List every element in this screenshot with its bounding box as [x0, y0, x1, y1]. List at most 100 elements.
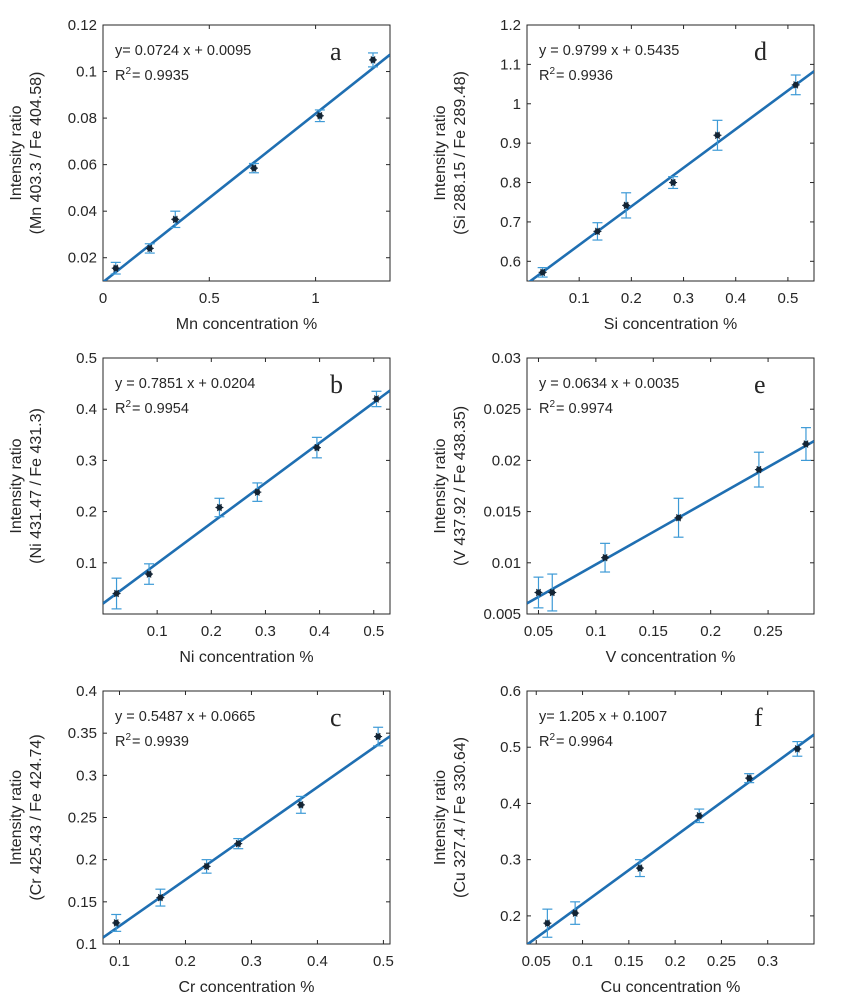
data-point — [621, 192, 632, 219]
x-tick-label: 0.4 — [309, 623, 330, 640]
y-axis-label-line1: Intensity ratio — [8, 438, 25, 533]
y-tick-label: 0.8 — [500, 175, 521, 192]
data-point — [367, 52, 378, 68]
data-point — [371, 390, 382, 408]
y-tick-label: 0.2 — [76, 852, 97, 869]
x-tick-label: 0.1 — [572, 953, 593, 970]
data-point — [542, 908, 553, 938]
y-tick-label: 0.35 — [68, 725, 97, 742]
r-squared: R2= 0.9935 — [115, 66, 189, 84]
y-tick-label: 0.1 — [76, 64, 97, 81]
panel-letter: c — [330, 703, 342, 732]
y-tick-label: 0.15 — [68, 894, 97, 911]
axes-frame — [526, 24, 815, 282]
r2-sup: 2 — [549, 732, 555, 743]
data-point — [547, 573, 558, 612]
point-marker-stroke — [114, 589, 120, 598]
r-squared: R2= 0.9939 — [115, 732, 189, 750]
x-tick-label: 0.2 — [621, 290, 642, 307]
y-tick-label: 0.4 — [76, 683, 97, 700]
panel-letter: b — [330, 370, 343, 399]
y-tick-label: 0.6 — [500, 683, 521, 700]
y-tick-label: 0.3 — [76, 452, 97, 469]
x-tick-label: 0.3 — [241, 953, 262, 970]
y-tick-label: 0.5 — [76, 350, 97, 367]
point-marker-stroke — [317, 112, 323, 120]
r2-prefix: R — [539, 68, 549, 84]
y-tick-label: 0.06 — [68, 157, 97, 174]
point-marker-stroke — [794, 745, 800, 753]
x-tick-label: 0.25 — [707, 953, 736, 970]
x-axis-label: V concentration % — [606, 649, 736, 666]
r2-prefix: R — [115, 68, 125, 84]
data-point — [673, 497, 684, 538]
data-point — [592, 222, 603, 241]
fit-equation: y= 1.205 x + 0.1007 — [539, 709, 667, 725]
y-tick-label: 0.9 — [500, 135, 521, 152]
point-marker-stroke — [544, 919, 550, 927]
point-marker-stroke — [549, 588, 555, 597]
x-tick-label: 0.3 — [757, 953, 778, 970]
y-tick-label: 0.6 — [500, 253, 521, 270]
point-marker-stroke — [756, 465, 762, 474]
data-point — [248, 162, 259, 174]
point-marker-stroke — [602, 553, 608, 562]
panel-f: 0.05 0.1 0.15 0.2 0.25 0.3 0.2 0.3 0.4 0.5 0.6 y= 1… — [432, 683, 815, 996]
r2-value: = 0.9935 — [132, 68, 189, 84]
x-tick-label: 0.1 — [109, 953, 130, 970]
data-point — [110, 261, 121, 275]
data-point — [170, 210, 181, 229]
r2-prefix: R — [115, 401, 125, 417]
data-point — [634, 859, 645, 878]
data-point — [792, 740, 803, 757]
axes-frame — [102, 24, 391, 282]
point-marker-stroke — [540, 268, 546, 277]
panel-d: 0.1 0.2 0.3 0.4 0.5 0.6 0.7 0.8 0.9 1 1.1 1.2 y = 0.… — [432, 17, 815, 333]
point-marker-stroke — [594, 227, 600, 236]
r2-prefix: R — [539, 734, 549, 750]
r-squared: R2= 0.9974 — [539, 399, 613, 417]
point-marker-stroke — [623, 201, 629, 210]
point-marker-stroke — [375, 732, 381, 741]
y-tick-label: 0.02 — [492, 452, 521, 469]
point-marker-stroke — [793, 81, 799, 89]
data-point — [295, 795, 306, 814]
r2-value: = 0.9964 — [556, 734, 613, 750]
x-axis-label: Mn concentration % — [176, 316, 317, 333]
y-tick-label: 1.2 — [500, 17, 521, 34]
data-point — [233, 837, 244, 850]
point-marker-stroke — [676, 514, 682, 522]
point-marker-stroke — [251, 164, 257, 172]
fit-line — [103, 389, 390, 605]
data-point — [694, 808, 705, 824]
y-tick-label: 0.25 — [68, 810, 97, 827]
point-marker-stroke — [373, 395, 379, 403]
x-tick-label: 0.5 — [777, 290, 798, 307]
point-marker-stroke — [536, 588, 541, 597]
r2-value: = 0.9974 — [556, 401, 613, 417]
data-point — [533, 576, 544, 609]
data-point — [252, 482, 263, 502]
r2-value: = 0.9939 — [132, 734, 189, 750]
y-tick-label: 0.2 — [76, 504, 97, 521]
x-tick-label: 1 — [311, 290, 319, 307]
point-marker-stroke — [803, 440, 809, 448]
y-tick-label: 0.005 — [483, 606, 521, 623]
point-marker-stroke — [147, 244, 153, 253]
data-point — [111, 913, 122, 932]
y-tick-label: 1.1 — [500, 56, 521, 73]
x-axis-label: Cr concentration % — [178, 979, 314, 996]
x-tick-label: 0 — [99, 290, 107, 307]
point-marker-stroke — [696, 812, 702, 820]
x-tick-label: 0.5 — [199, 290, 220, 307]
fit-line — [103, 735, 390, 939]
x-tick-label: 0.5 — [363, 623, 384, 640]
point-marker-stroke — [113, 264, 119, 272]
data-point — [790, 74, 801, 96]
axes-frame — [526, 690, 815, 945]
data-point — [753, 451, 764, 488]
r2-value: = 0.9936 — [556, 68, 613, 84]
y-axis-label-line2: (Mn 403.3 / Fe 404.58) — [28, 72, 45, 235]
y-tick-label: 0.04 — [68, 203, 97, 220]
